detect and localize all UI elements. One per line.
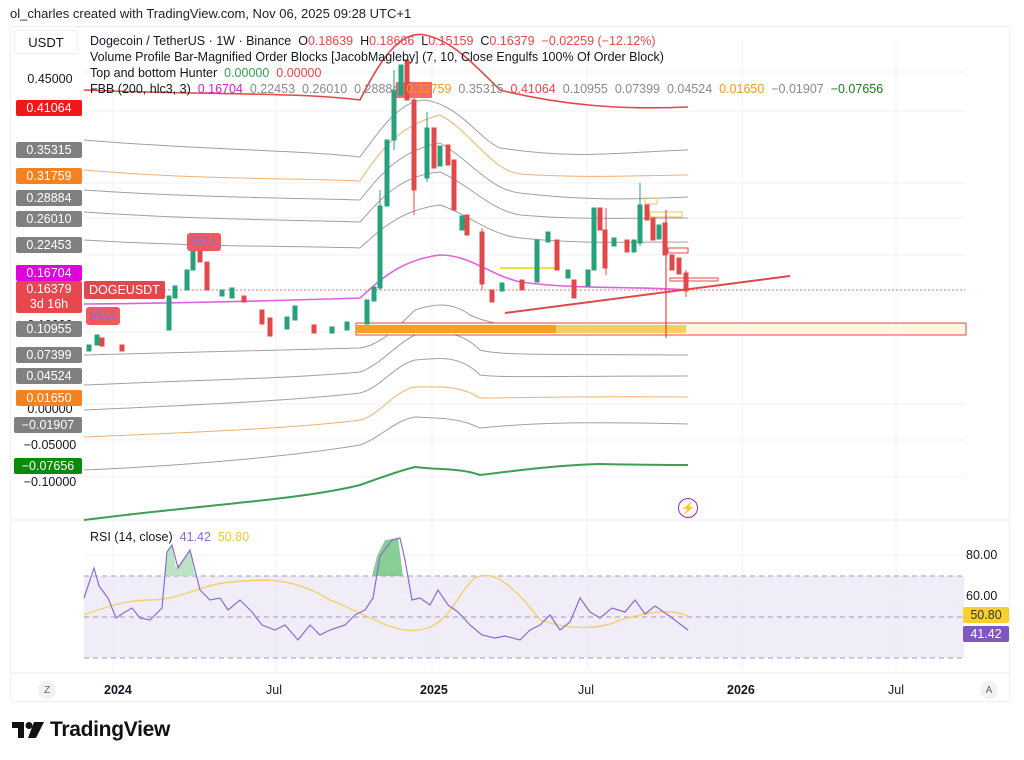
tbh-indicator-legend[interactable]: Top and bottom Hunter 0.00000 0.00000 <box>90 65 883 81</box>
bar-countdown: 3d 16h <box>29 297 69 311</box>
price-label-fbb: −0.01907 <box>14 417 82 433</box>
rsi-tick: 60.00 <box>966 589 998 603</box>
currency-button[interactable]: USDT <box>14 30 78 54</box>
high-value: 0.18666 <box>369 34 415 48</box>
time-tick: 2025 <box>420 683 448 697</box>
tradingview-logo: TradingView <box>12 718 170 742</box>
symbol-tag: DOGEUSDT <box>84 281 165 299</box>
fbb-value: 0.10955 <box>562 82 608 96</box>
price-label-fbb: 0.10955 <box>16 321 82 337</box>
open-value: 0.18639 <box>307 34 354 48</box>
fbb-value: −0.07656 <box>830 82 884 96</box>
tbh-value-1: 0.00000 <box>224 66 270 80</box>
fbb-value: 0.28884 <box>354 82 400 96</box>
symbol-legend[interactable]: Dogecoin / TetherUS · 1W · Binance O0.18… <box>90 33 883 49</box>
tbh-value-2: 0.00000 <box>276 66 322 80</box>
fbb-value: 0.04524 <box>666 82 713 96</box>
fbb-value: 0.35315 <box>458 82 504 96</box>
rsi-value-tag: 41.42 <box>963 626 1009 642</box>
rsi-value: 41.42 <box>179 530 211 544</box>
rsi-name: RSI (14, close) <box>90 530 173 544</box>
price-label-fbb: 0.41064 <box>16 100 82 116</box>
fbb-value: 0.22453 <box>249 82 296 96</box>
auto-scale-button[interactable]: A <box>980 681 998 699</box>
low-label: L <box>421 34 429 48</box>
fbb-value: 0.31759 <box>406 82 452 96</box>
fbb-value: 0.16704 <box>197 82 243 96</box>
close-value: 0.16379 <box>489 34 535 48</box>
symbol-name: Dogecoin / TetherUS · 1W · Binance <box>90 34 292 48</box>
fbb-value: 0.07399 <box>614 82 661 96</box>
zoom-reset-button[interactable]: Z <box>38 681 56 699</box>
change-value: −0.02259 (−12.12%) <box>541 34 656 48</box>
rsi-ma-tag: 50.80 <box>963 607 1009 623</box>
price-label-fbb: 0.26010 <box>16 211 82 227</box>
fbb-value: −0.01907 <box>771 82 824 96</box>
price-label-fbb: 0.04524 <box>16 368 82 384</box>
rsi-legend[interactable]: RSI (14, close) 41.42 50.80 <box>90 530 249 544</box>
time-tick: Jul <box>888 683 904 697</box>
vp-indicator-legend[interactable]: Volume Profile Bar-Magnified Order Block… <box>90 50 664 64</box>
chart-frame <box>10 26 1010 702</box>
sell-signal: SELL <box>86 307 121 325</box>
lightning-icon[interactable]: ⚡ <box>678 498 698 518</box>
high-label: H <box>360 34 370 48</box>
price-label-fbb: 0.01650 <box>16 390 82 406</box>
price-label-fbb: 0.22453 <box>16 237 82 253</box>
low-value: 0.15159 <box>428 34 474 48</box>
rsi-tick: 80.00 <box>966 548 998 562</box>
price-label-fbb: 0.31759 <box>16 168 82 184</box>
price-label-fbb: 0.07399 <box>16 347 82 363</box>
time-tick: 2026 <box>727 683 755 697</box>
time-tick: 2024 <box>104 683 132 697</box>
fbb-name: FBB (200, hlc3, 3) <box>90 82 191 96</box>
time-tick: Jul <box>266 683 282 697</box>
fbb-value: 0.26010 <box>301 82 348 96</box>
fbb-value: 0.01650 <box>719 82 765 96</box>
chart-legend: Dogecoin / TetherUS · 1W · Binance O0.18… <box>90 33 883 97</box>
brand-name: TradingView <box>50 718 171 741</box>
price-tick: −0.10000 <box>23 475 77 489</box>
price-tick: 0.45000 <box>27 72 73 86</box>
price-label-fbb: 0.35315 <box>16 142 82 158</box>
price-label-fbb-basis: 0.16704 <box>16 265 82 281</box>
price-label-fbb: 0.28884 <box>16 190 82 206</box>
fbb-value: 0.41064 <box>510 82 556 96</box>
close-label: C <box>480 34 490 48</box>
time-tick: Jul <box>578 683 594 697</box>
current-price: 0.16379 <box>26 282 72 296</box>
price-label-fbb: −0.07656 <box>14 458 82 474</box>
current-price-label: 0.16379 3d 16h <box>16 281 82 313</box>
price-tick: −0.05000 <box>23 438 77 452</box>
tbh-name: Top and bottom Hunter <box>90 66 218 80</box>
rsi-ma-value: 50.80 <box>217 530 250 544</box>
chart-credit: ol_charles created with TradingView.com,… <box>10 6 412 21</box>
sell-signal: SELL <box>187 233 222 251</box>
tradingview-logo-icon <box>12 722 44 738</box>
open-label: O <box>298 34 308 48</box>
fbb-indicator-legend[interactable]: FBB (200, hlc3, 3) 0.16704 0.22453 0.260… <box>90 81 883 97</box>
